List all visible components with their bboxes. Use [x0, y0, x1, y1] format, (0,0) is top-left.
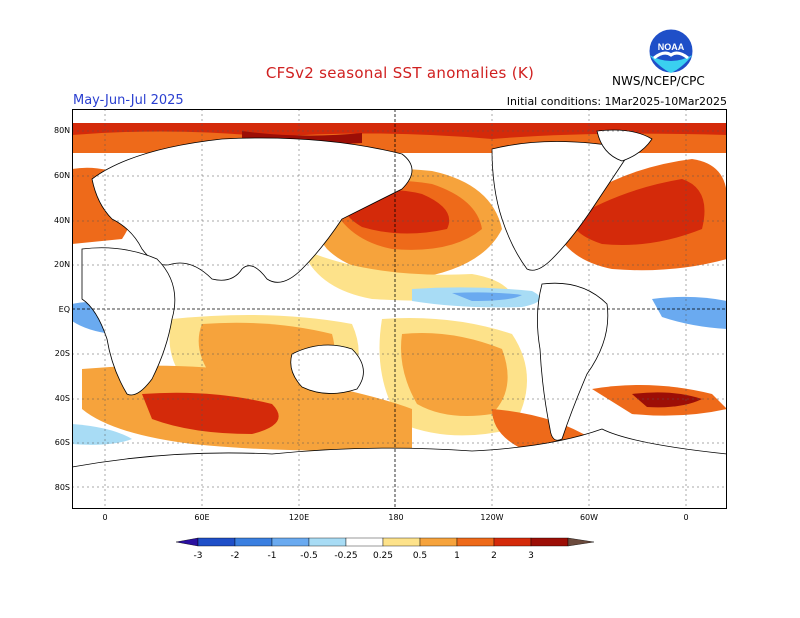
- colorbar-swatch-8: [456, 537, 495, 547]
- color-scale-bar: -3 -2 -1 -0.5 -0.25 0.25 0.5 1 2 3: [175, 537, 595, 561]
- lon-label-6: 0: [683, 513, 689, 522]
- colorbar-label-6: 0.5: [413, 551, 427, 561]
- lon-label-2: 120E: [288, 513, 310, 522]
- noaa-logo: NOAA: [648, 28, 694, 74]
- logo-text: NOAA: [658, 42, 685, 52]
- sst-anomaly-map: [72, 109, 727, 509]
- colorbar-swatch-4: [308, 537, 347, 547]
- colorbar-swatch-7: [419, 537, 458, 547]
- lon-label-1: 60E: [194, 513, 210, 522]
- colorbar-label-5: 0.25: [373, 551, 393, 561]
- lon-label-4: 120W: [480, 513, 504, 522]
- lat-label-20s: 20S: [54, 349, 70, 358]
- lat-label-60n: 60N: [54, 171, 71, 180]
- lon-label-3: 180: [388, 513, 404, 522]
- lat-label-80n: 80N: [54, 126, 71, 135]
- map-reference-lines: [72, 109, 727, 509]
- colorbar-label-0: -3: [194, 551, 203, 561]
- lon-label-0: 0: [102, 513, 108, 522]
- colorbar-label-3: -0.5: [300, 551, 318, 561]
- colorbar-swatch-3: [271, 537, 310, 547]
- colorbar-swatch-0: [175, 537, 199, 547]
- lat-label-60s: 60S: [54, 438, 70, 447]
- lat-label-20n: 20N: [54, 260, 71, 269]
- colorbar-label-9: 3: [528, 551, 534, 561]
- lon-label-5: 60W: [579, 513, 599, 522]
- lat-label-eq: EQ: [58, 305, 70, 314]
- continents: [72, 129, 727, 509]
- colorbar-swatch-5: [345, 537, 384, 547]
- season-label: May-Jun-Jul 2025: [73, 93, 184, 108]
- lat-label-80s: 80S: [54, 483, 70, 492]
- map-title: CFSv2 seasonal SST anomalies (K): [265, 64, 535, 82]
- colorbar-label-8: 2: [491, 551, 497, 561]
- initial-conditions-label: Initial conditions: 1Mar2025-10Mar2025: [506, 95, 727, 108]
- colorbar-swatch-10: [530, 537, 569, 547]
- colorbar-swatch-6: [382, 537, 421, 547]
- colorbar-swatch-2: [234, 537, 273, 547]
- colorbar-label-7: 1: [454, 551, 460, 561]
- agency-label: NWS/NCEP/CPC: [612, 74, 705, 88]
- lat-label-40n: 40N: [54, 216, 71, 225]
- colorbar-label-4: -0.25: [334, 551, 357, 561]
- lat-label-40s: 40S: [54, 394, 70, 403]
- colorbar-swatch-11: [567, 537, 595, 547]
- colorbar-swatch-9: [493, 537, 532, 547]
- colorbar-swatch-1: [197, 537, 236, 547]
- map-frame: [72, 109, 727, 509]
- colorbar-label-2: -1: [268, 551, 277, 561]
- colorbar-label-1: -2: [231, 551, 240, 561]
